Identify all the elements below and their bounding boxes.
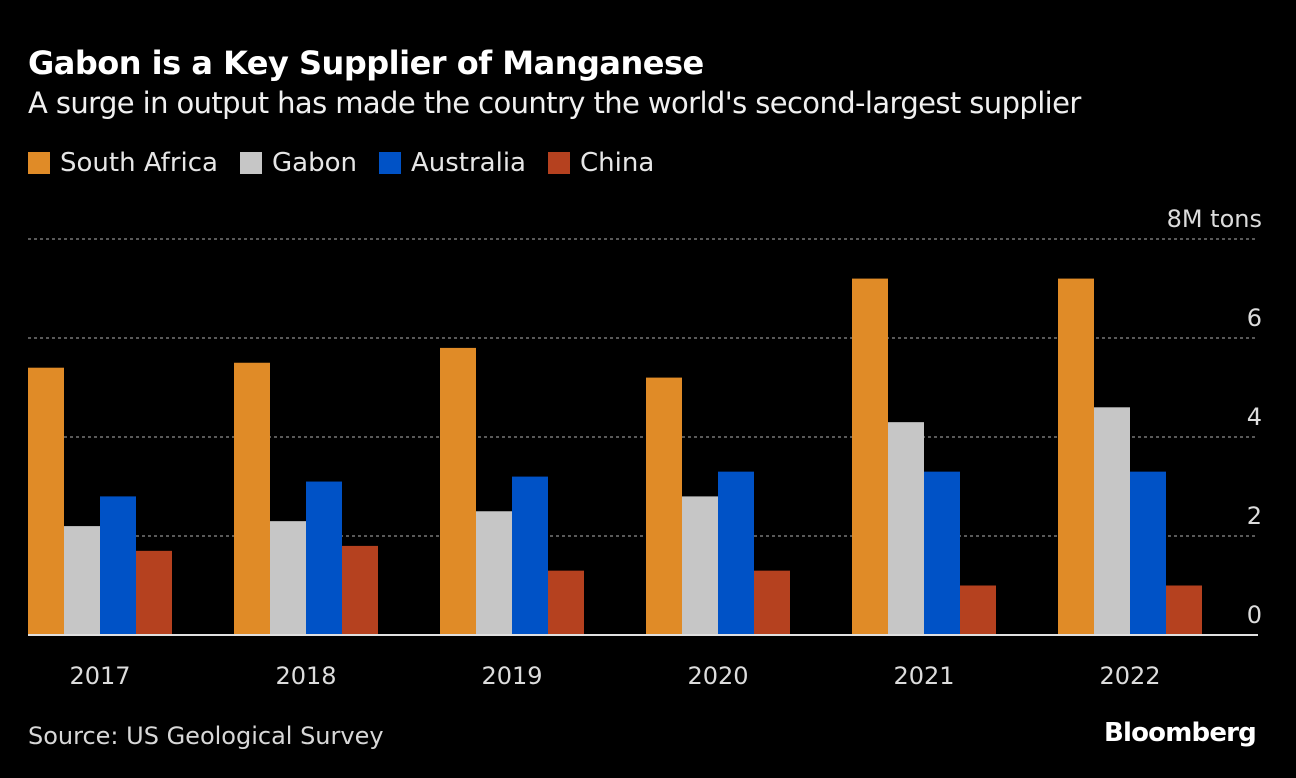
legend-swatch [547,152,570,174]
bloomberg-logo: Bloomberg [1103,718,1257,748]
bar-australia-2021 [924,471,960,635]
bar-australia-2020 [718,471,754,635]
x-tick-label: 2017 [69,662,130,690]
legend-item: Australia [378,148,526,178]
bar-gabon-2021 [888,422,924,635]
bar-south-africa-2019 [440,347,476,635]
bar-south-africa-2018 [234,362,270,635]
chart-title: Gabon is a Key Supplier of Manganese [28,44,704,82]
bar-australia-2019 [512,476,548,635]
bar-china-2022 [1166,585,1202,635]
legend-swatch [28,152,50,174]
legend-item: Gabon [239,148,357,178]
chart-subtitle: A surge in output has made the country t… [28,86,1081,120]
bar-gabon-2022 [1094,407,1130,635]
x-tick-label: 2019 [481,662,542,690]
bar-australia-2022 [1130,471,1166,635]
bar-gabon-2020 [682,496,718,635]
legend-swatch [378,152,401,174]
source-note: Source: US Geological Survey [28,722,384,750]
x-tick-label: 2022 [1099,662,1160,690]
bar-gabon-2017 [64,526,100,635]
y-tick-label: 2 [1247,502,1262,530]
y-tick-label: 0 [1247,601,1262,629]
x-tick-label: 2021 [893,662,954,690]
legend-label: Gabon [271,148,357,178]
legend-item: South Africa [28,148,218,178]
bar-south-africa-2017 [28,367,64,635]
legend-item: China [547,148,655,178]
bar-china-2019 [548,570,584,635]
bar-china-2018 [342,545,378,635]
bar-china-2020 [754,570,790,635]
bar-south-africa-2022 [1058,278,1094,635]
x-tick-label: 2018 [275,662,336,690]
legend-label: South Africa [60,148,218,178]
bar-australia-2017 [100,496,136,635]
x-tick-label: 2020 [687,662,748,690]
legend-label: China [579,148,655,178]
bar-china-2017 [136,550,172,635]
legend: South Africa Gabon Australia China [28,148,654,178]
bar-gabon-2018 [270,521,306,635]
bar-australia-2018 [306,481,342,635]
legend-swatch [239,152,262,174]
y-tick-label: 8M tons [1167,205,1262,233]
bar-south-africa-2020 [646,377,682,635]
legend-label: Australia [410,148,526,178]
bar-south-africa-2021 [852,278,888,635]
y-tick-label: 4 [1247,403,1262,431]
y-tick-label: 6 [1247,304,1262,332]
bar-china-2021 [960,585,996,635]
bar-gabon-2019 [476,511,512,635]
